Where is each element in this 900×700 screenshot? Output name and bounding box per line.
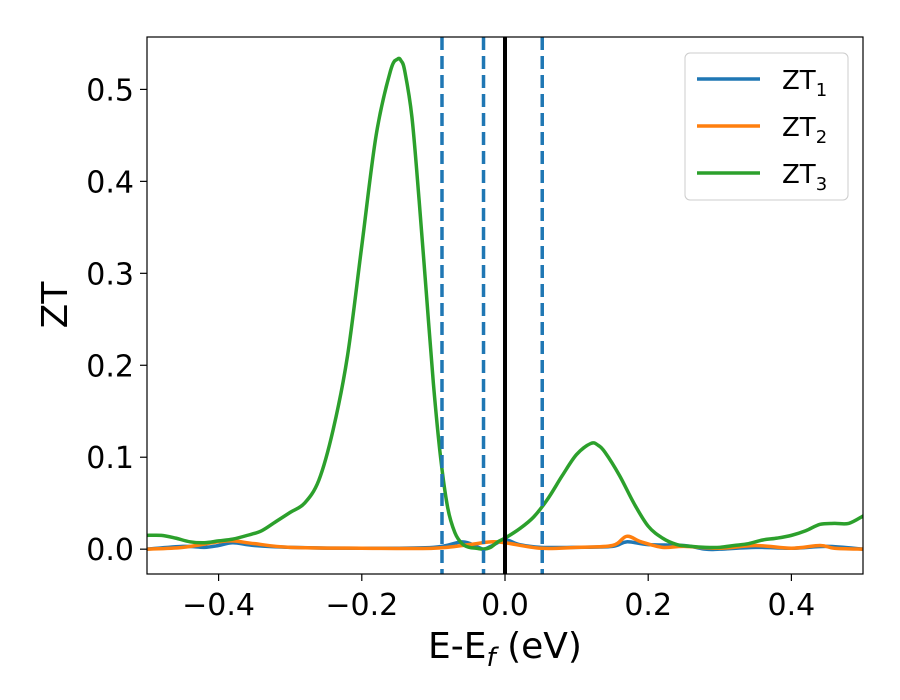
y-tick-label: 0.4 xyxy=(86,165,134,200)
legend-label: ZT1 xyxy=(782,66,827,101)
legend-label: ZT3 xyxy=(782,160,827,195)
y-tick-label: 0.1 xyxy=(86,441,134,476)
y-axis-label: ZT xyxy=(35,281,76,329)
reference-lines xyxy=(440,37,544,574)
x-axis-label: E-Ef (eV) xyxy=(428,626,582,673)
y-tick-label: 0.0 xyxy=(86,533,134,568)
series-line-zt2 xyxy=(147,534,863,551)
legend-box xyxy=(684,52,849,201)
x-axis-label-main: E-E xyxy=(428,626,486,667)
x-tick-label: −0.2 xyxy=(325,588,398,623)
x-tick-label: −0.4 xyxy=(182,588,255,623)
legend: ZT1 ZT2 ZT3 xyxy=(684,52,849,201)
y-tick-label: 0.3 xyxy=(86,257,134,292)
x-tick-label: 0.4 xyxy=(768,588,816,623)
x-axis: −0.4 −0.2 0.0 0.2 0.4 xyxy=(182,574,815,623)
y-tick-label: 0.5 xyxy=(86,73,134,108)
y-axis: 0.0 0.1 0.2 0.3 0.4 0.5 xyxy=(86,73,147,568)
legend-label: ZT2 xyxy=(782,113,827,148)
series-line-zt3 xyxy=(147,56,863,551)
x-tick-label: 0.0 xyxy=(481,588,529,623)
x-axis-label-unit: (eV) xyxy=(496,626,582,667)
x-tick-label: 0.2 xyxy=(624,588,672,623)
y-tick-label: 0.2 xyxy=(86,349,134,384)
